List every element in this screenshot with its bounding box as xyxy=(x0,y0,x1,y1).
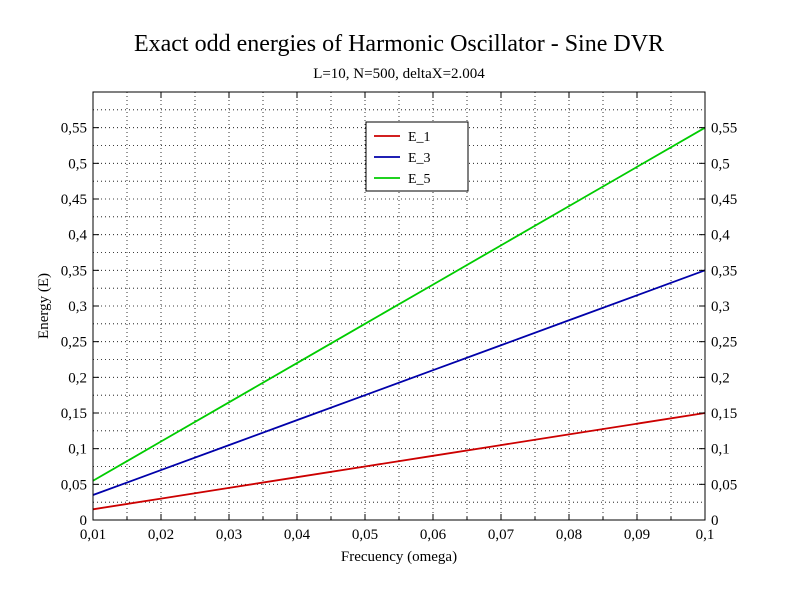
x-tick-label: 0,09 xyxy=(624,527,650,543)
chart-subtitle: L=10, N=500, deltaX=2.004 xyxy=(313,66,485,82)
y-tick-label-right: 0,4 xyxy=(711,228,730,244)
y-axis-label: Energy (E) xyxy=(36,273,52,339)
x-tick-label: 0,08 xyxy=(556,527,582,543)
y-tick-label-right: 0,2 xyxy=(711,370,730,386)
y-tick-label-left: 0,55 xyxy=(61,121,87,137)
y-tick-label-right: 0,55 xyxy=(711,121,737,137)
x-tick-label: 0,01 xyxy=(80,527,106,543)
y-tick-label-right: 0,1 xyxy=(711,442,730,458)
y-tick-label-left: 0,05 xyxy=(61,477,87,493)
y-tick-label-left: 0,1 xyxy=(68,442,87,458)
y-tick-label-left: 0,45 xyxy=(61,192,87,208)
x-tick-label: 0,04 xyxy=(284,527,311,543)
y-tick-label-right: 0,05 xyxy=(711,477,737,493)
series-line-e_3 xyxy=(92,269,706,496)
y-tick-label-right: 0,15 xyxy=(711,406,737,422)
y-tick-label-right: 0 xyxy=(711,513,719,529)
y-tick-label-right: 0,3 xyxy=(711,299,730,315)
y-tick-label-right: 0,25 xyxy=(711,335,737,351)
y-tick-label-left: 0,4 xyxy=(68,228,87,244)
x-tick-label: 0,1 xyxy=(696,527,715,543)
series-lines xyxy=(92,126,706,511)
y-tick-label-left: 0,35 xyxy=(61,263,87,279)
x-tick-label: 0,02 xyxy=(148,527,174,543)
legend-label: E_5 xyxy=(408,172,431,187)
x-tick-label: 0,07 xyxy=(488,527,515,543)
x-axis-label: Frecuency (omega) xyxy=(341,549,457,565)
y-tick-label-right: 0,45 xyxy=(711,192,737,208)
series-line-e_1 xyxy=(92,412,706,511)
legend-label: E_1 xyxy=(408,130,431,145)
legend-label: E_3 xyxy=(408,151,431,166)
x-tick-label: 0,03 xyxy=(216,527,242,543)
y-tick-label-right: 0,35 xyxy=(711,263,737,279)
y-tick-label-left: 0,25 xyxy=(61,335,87,351)
y-tick-label-left: 0 xyxy=(80,513,88,529)
x-tick-label: 0,06 xyxy=(420,527,447,543)
y-tick-label-left: 0,2 xyxy=(68,370,87,386)
chart-title: Exact odd energies of Harmonic Oscillato… xyxy=(134,31,664,57)
y-tick-label-right: 0,5 xyxy=(711,156,730,172)
y-tick-label-left: 0,3 xyxy=(68,299,87,315)
y-tick-label-left: 0,15 xyxy=(61,406,87,422)
y-tick-label-left: 0,5 xyxy=(68,156,87,172)
legend: E_1 E_3 E_5 xyxy=(365,121,469,192)
axis-ticks: 0,01 0,02 0,03 0,04 0,05 0,06 0,07 0,08 0,09 0,10… xyxy=(61,92,737,543)
x-tick-label: 0,05 xyxy=(352,527,378,543)
series-line-e_5 xyxy=(92,126,706,482)
